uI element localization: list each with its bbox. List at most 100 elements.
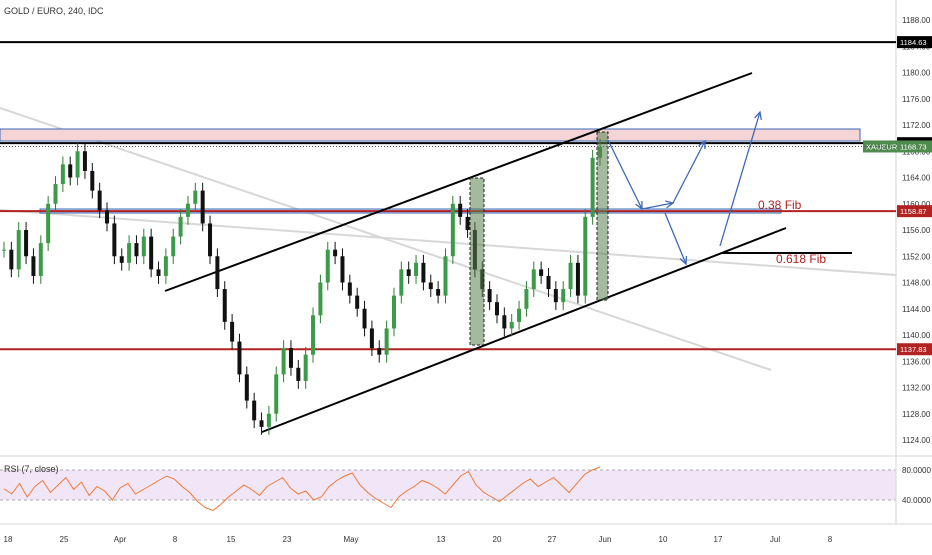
candle-body — [244, 374, 249, 401]
highlight-box — [596, 131, 609, 301]
x-tick-label: 8 — [828, 535, 833, 544]
candle-body — [465, 216, 470, 230]
candle-body — [517, 308, 522, 322]
x-tick-label: 20 — [493, 535, 502, 544]
x-tick-label: 23 — [283, 535, 292, 544]
candle-body — [502, 315, 507, 329]
candle-body — [494, 302, 499, 316]
y-tick-label: 1136.00 — [902, 357, 931, 366]
x-tick-label: 18 — [4, 535, 13, 544]
y-tick-label: 1188.00 — [902, 16, 931, 25]
candle-body — [193, 190, 198, 204]
x-tick-label: Jul — [770, 535, 780, 544]
candle-body — [311, 315, 316, 355]
y-tick-label: 1152.00 — [902, 252, 931, 261]
channel-lower — [261, 227, 787, 433]
candle-body — [215, 256, 220, 290]
candle-body — [362, 308, 367, 329]
candle-body — [428, 282, 433, 290]
candle-body — [333, 249, 338, 257]
level-label: 1158.87 — [900, 207, 927, 216]
y-tick-label: 1132.00 — [902, 384, 931, 393]
x-tick-label: 17 — [714, 535, 723, 544]
x-tick-label: Apr — [114, 535, 127, 544]
y-tick-label: 1180.00 — [902, 69, 931, 78]
candle-body — [230, 321, 235, 342]
y-tick-label: 1176.00 — [902, 95, 931, 104]
candle-body — [575, 262, 580, 296]
candle-body — [450, 203, 455, 257]
candle-body — [384, 328, 389, 355]
candle-body — [82, 151, 87, 171]
rsi-band — [0, 470, 896, 500]
candle-body — [421, 262, 426, 283]
candle-body — [60, 164, 65, 185]
y-tick-label: 1172.00 — [902, 121, 931, 130]
x-tick-label: 15 — [227, 535, 236, 544]
y-tick-label: 1164.00 — [902, 174, 931, 183]
candle-body — [46, 203, 51, 244]
candle-body — [590, 157, 595, 217]
candle-body — [340, 256, 345, 283]
rsi-line — [3, 466, 601, 512]
fib-0618-label: 0.618 Fib — [776, 252, 826, 266]
chart-title: GOLD / EURO, 240, IDC — [4, 6, 104, 16]
projection-arrow — [719, 111, 761, 247]
candle-body — [369, 328, 374, 349]
y-tick-label: 1160.00 — [902, 200, 931, 209]
candle-body — [141, 236, 146, 257]
candle-body — [119, 256, 124, 263]
candle-body — [222, 289, 227, 322]
candle-body — [38, 243, 43, 276]
level-badge — [897, 343, 932, 356]
candle-body — [399, 269, 404, 296]
y-tick-label: 1148.00 — [902, 279, 931, 288]
projection-arrow — [607, 139, 643, 210]
candle-body — [568, 262, 573, 290]
candle-body — [200, 190, 205, 224]
candle-body — [458, 203, 463, 217]
y-tick-label: 1124.00 — [902, 436, 931, 445]
candle-body — [553, 289, 558, 303]
candle-body — [274, 374, 279, 414]
candle-body — [524, 289, 529, 309]
arrow-head — [754, 110, 762, 121]
candle-body — [583, 216, 588, 296]
candle-body — [237, 341, 242, 375]
candle-body — [325, 249, 330, 283]
x-tick-label: 8 — [173, 535, 178, 544]
trend-line-grey — [0, 209, 897, 276]
x-tick-label: Jun — [599, 535, 612, 544]
candle-body — [156, 269, 161, 276]
level-label: 1137.83 — [900, 345, 927, 354]
candle-body — [531, 269, 536, 290]
candle-body — [178, 216, 183, 237]
level-badge — [897, 205, 932, 218]
projection-arrow — [672, 140, 706, 204]
y-tick-label: 1156.00 — [902, 226, 931, 235]
y-tick-label: 1144.00 — [902, 305, 931, 314]
candle-body — [163, 256, 168, 276]
y-tick-label: 1140.00 — [902, 331, 931, 340]
x-tick-label: 25 — [60, 535, 69, 544]
candle-body — [97, 190, 102, 211]
candle-body — [208, 223, 213, 257]
trend-line-grey — [0, 107, 772, 371]
rsi-tick-label: 40.0000 — [902, 496, 931, 505]
candle-body — [134, 243, 139, 257]
candle-body — [68, 164, 73, 178]
candle-body — [31, 256, 36, 276]
candle-body — [185, 203, 190, 217]
candle-body — [53, 184, 58, 204]
channel-upper — [164, 72, 753, 292]
candle-body — [281, 348, 286, 375]
x-tick-label: 10 — [659, 535, 668, 544]
candle-body — [355, 295, 360, 309]
candle-body — [112, 223, 117, 257]
candle-body — [546, 275, 551, 290]
candle-body — [149, 236, 154, 270]
candle-body — [318, 282, 323, 316]
x-tick-label: May — [343, 535, 358, 544]
